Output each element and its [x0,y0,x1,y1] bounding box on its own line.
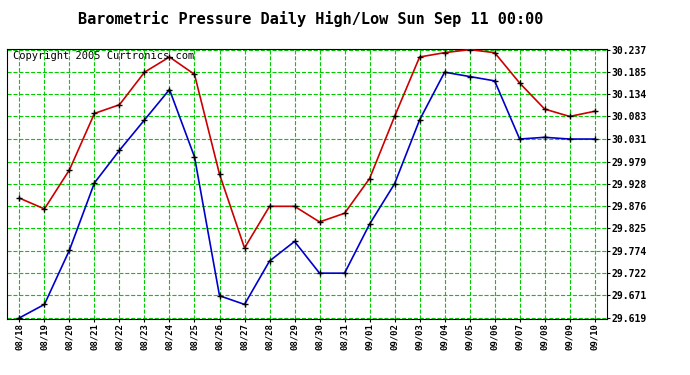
Text: Barometric Pressure Daily High/Low Sun Sep 11 00:00: Barometric Pressure Daily High/Low Sun S… [78,11,543,27]
Text: Copyright 2005 Curtronics.com: Copyright 2005 Curtronics.com [13,51,194,62]
